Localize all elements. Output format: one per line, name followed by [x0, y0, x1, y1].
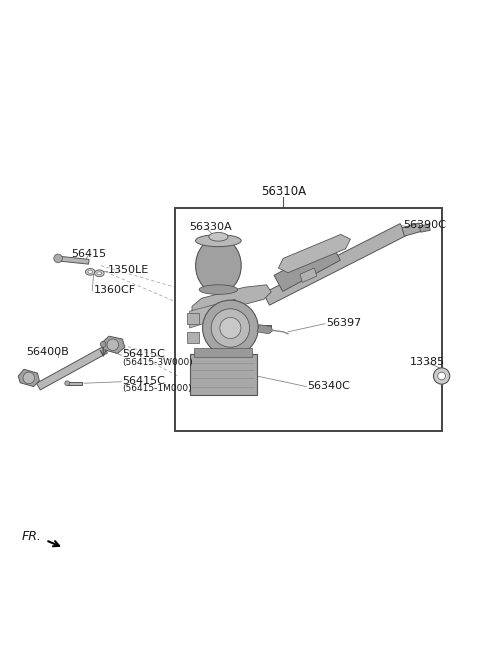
- Bar: [175, 208, 442, 431]
- Bar: [190, 354, 257, 395]
- Polygon shape: [274, 244, 340, 291]
- Polygon shape: [278, 234, 350, 273]
- Text: (56415-3W000): (56415-3W000): [122, 358, 193, 367]
- Circle shape: [220, 318, 241, 338]
- Polygon shape: [258, 325, 271, 331]
- Circle shape: [23, 372, 35, 384]
- Polygon shape: [56, 256, 89, 264]
- Polygon shape: [257, 325, 273, 334]
- Text: (56415-1M000): (56415-1M000): [122, 384, 192, 394]
- Text: 56415C: 56415C: [122, 350, 165, 359]
- Polygon shape: [264, 224, 406, 305]
- Ellipse shape: [199, 285, 238, 295]
- Text: 56415C: 56415C: [122, 376, 165, 386]
- Text: 56400B: 56400B: [26, 347, 69, 357]
- Text: 56415: 56415: [71, 249, 106, 258]
- Circle shape: [54, 254, 62, 262]
- Ellipse shape: [95, 270, 104, 277]
- Polygon shape: [36, 346, 108, 390]
- Circle shape: [107, 339, 119, 350]
- Text: 56330A: 56330A: [190, 222, 232, 232]
- Polygon shape: [420, 224, 430, 232]
- Polygon shape: [402, 223, 421, 236]
- Text: 56390C: 56390C: [403, 220, 446, 230]
- Ellipse shape: [97, 272, 102, 275]
- Text: 56397: 56397: [326, 318, 361, 328]
- Circle shape: [438, 372, 445, 380]
- Polygon shape: [67, 382, 82, 385]
- Text: 1350LE: 1350LE: [108, 266, 149, 276]
- Text: 1360CF: 1360CF: [94, 285, 136, 295]
- Ellipse shape: [88, 270, 93, 274]
- Bar: [187, 313, 199, 324]
- Ellipse shape: [209, 232, 228, 241]
- Polygon shape: [192, 285, 271, 318]
- Ellipse shape: [196, 238, 241, 293]
- Text: 13385: 13385: [409, 357, 445, 367]
- Ellipse shape: [65, 380, 70, 386]
- Polygon shape: [190, 299, 235, 328]
- Text: FR.: FR.: [22, 530, 41, 543]
- Circle shape: [100, 341, 106, 347]
- Text: 56310A: 56310A: [261, 185, 306, 197]
- Circle shape: [211, 309, 250, 347]
- Bar: [187, 332, 199, 343]
- Polygon shape: [102, 336, 125, 354]
- Bar: [194, 348, 252, 357]
- Circle shape: [203, 300, 258, 356]
- Ellipse shape: [85, 268, 95, 276]
- Text: 56340C: 56340C: [307, 380, 350, 390]
- Polygon shape: [18, 369, 39, 386]
- Polygon shape: [300, 268, 317, 282]
- Ellipse shape: [196, 235, 241, 247]
- Circle shape: [433, 368, 450, 384]
